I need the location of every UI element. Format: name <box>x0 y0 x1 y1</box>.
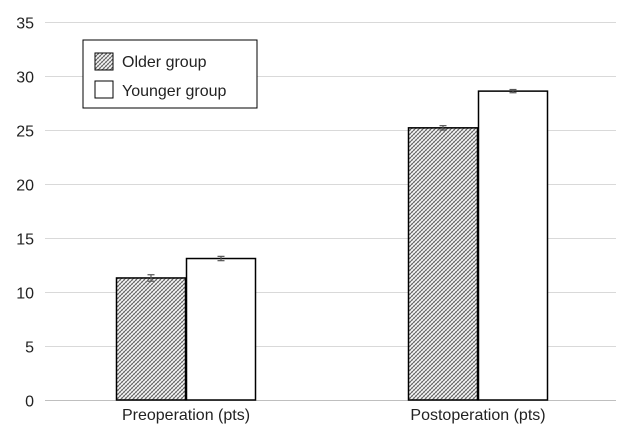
x-tick-label-preoperation: Preoperation (pts) <box>122 407 250 424</box>
y-tick-label-15: 15 <box>16 232 34 249</box>
error-bars <box>147 88 517 282</box>
legend-swatch-older-group <box>94 52 114 71</box>
bars <box>115 90 549 401</box>
y-tick-label-30: 30 <box>16 70 34 87</box>
y-tick-label-5: 5 <box>25 340 34 357</box>
y-tick-label-35: 35 <box>16 16 34 33</box>
legend-label-younger-group: Younger group <box>122 83 226 100</box>
y-tick-label-0: 0 <box>25 394 34 411</box>
error-bar-older-preoperation <box>147 274 155 282</box>
bar-younger-postoperation <box>477 90 549 401</box>
error-bar-younger-preoperation <box>217 255 225 262</box>
bar-older-preoperation <box>115 277 187 401</box>
legend-label-older-group: Older group <box>122 54 207 71</box>
bar-younger-preoperation <box>185 257 257 401</box>
x-tick-label-postoperation: Postoperation (pts) <box>410 407 545 424</box>
y-tick-label-25: 25 <box>16 124 34 141</box>
y-tick-label-20: 20 <box>16 178 34 195</box>
y-tick-label-10: 10 <box>16 286 34 303</box>
x-axis-tick-labels: Preoperation (pts) Postoperation (pts) <box>122 407 546 424</box>
error-bar-older-postoperation <box>439 125 447 131</box>
legend-swatch-younger-group <box>94 80 114 99</box>
error-bar-younger-postoperation <box>509 88 517 94</box>
bar-older-postoperation <box>407 127 479 401</box>
y-axis-tick-labels: 0 5 10 15 20 25 30 35 <box>16 16 34 411</box>
legend: Older group Younger group <box>82 39 258 109</box>
